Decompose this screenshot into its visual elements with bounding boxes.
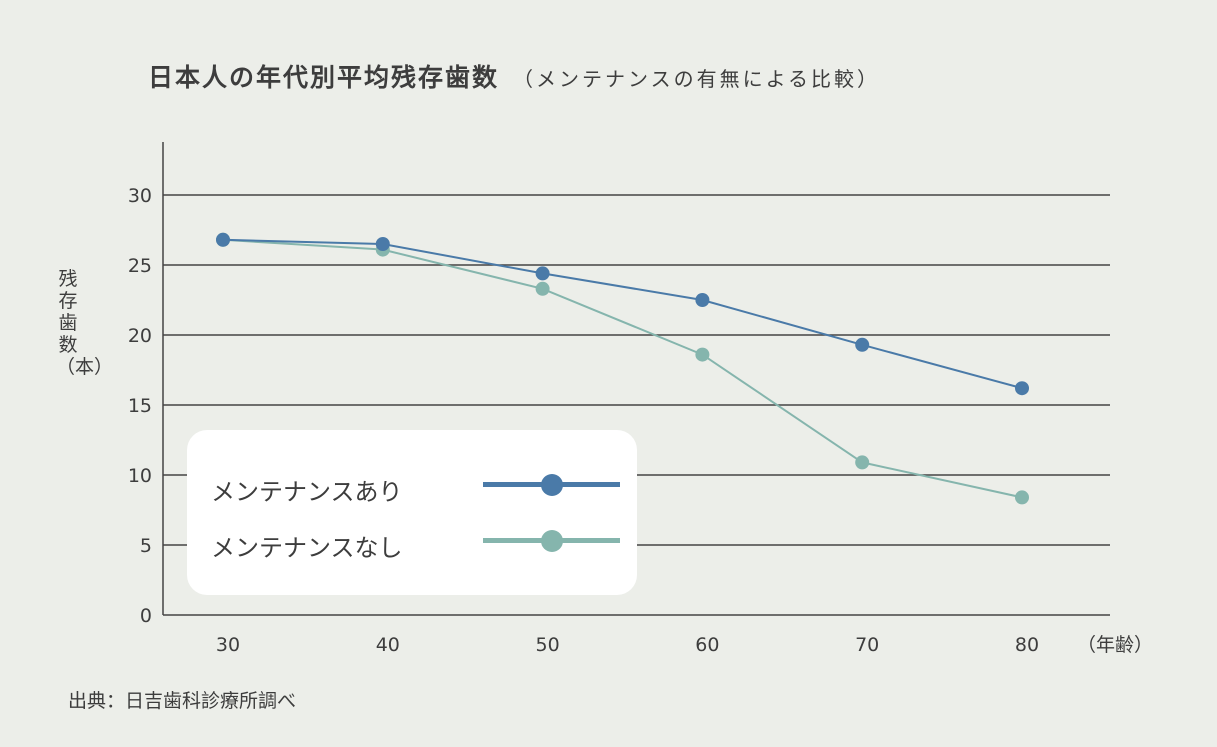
- x-axis-label: （年齢）: [1077, 634, 1153, 656]
- legend-label-with-maintenance: メンテナンスあり: [211, 478, 403, 506]
- x-tick-label: 60: [695, 634, 719, 656]
- data-point-0-50: [535, 266, 550, 281]
- data-point-1-60: [695, 347, 710, 362]
- y-tick-label: 10: [128, 465, 152, 487]
- y-tick-label: 30: [128, 185, 152, 207]
- chart-subtitle: （メンテナンスの有無による比較）: [513, 67, 881, 91]
- y-tick-label: 25: [128, 255, 152, 277]
- y-tick-label: 15: [128, 395, 152, 417]
- data-point-0-40: [375, 237, 390, 251]
- chart-title: 日本人の年代別平均残存歯数 （メンテナンスの有無による比較）: [148, 58, 880, 94]
- y-tick-label: 5: [140, 535, 152, 557]
- x-tick-label: 70: [855, 634, 879, 656]
- x-tick-label: 80: [1015, 634, 1039, 656]
- y-tick-label: 0: [140, 605, 152, 627]
- x-tick-label: 30: [216, 634, 240, 656]
- x-tick-label: 50: [536, 634, 560, 656]
- legend-label-without-maintenance: メンテナンスなし: [211, 534, 403, 562]
- data-point-0-30: [216, 232, 230, 247]
- x-tick-label: 40: [376, 634, 400, 656]
- data-point-1-50: [535, 281, 550, 296]
- data-point-1-70: [855, 455, 870, 470]
- legend-marker: [540, 473, 563, 496]
- data-point-0-80: [1015, 381, 1029, 396]
- source-note: 出典：日吉歯科診療所調べ: [68, 690, 297, 712]
- y-axis-label: 残存歯数（本）: [56, 268, 114, 378]
- data-point-0-70: [855, 337, 870, 352]
- y-tick-label: 20: [128, 325, 152, 347]
- series-line-1: [222, 238, 1023, 499]
- legend: メンテナンスあり メンテナンスなし: [187, 430, 637, 595]
- data-point-1-80: [1015, 490, 1029, 505]
- data-point-0-60: [695, 293, 710, 307]
- legend-swatch-with-maintenance: [483, 473, 620, 496]
- legend-marker: [540, 529, 563, 552]
- chart-title-text: 日本人の年代別平均残存歯数: [148, 63, 500, 92]
- legend-swatch-without-maintenance: [483, 529, 620, 552]
- series-line-0: [222, 238, 1023, 390]
